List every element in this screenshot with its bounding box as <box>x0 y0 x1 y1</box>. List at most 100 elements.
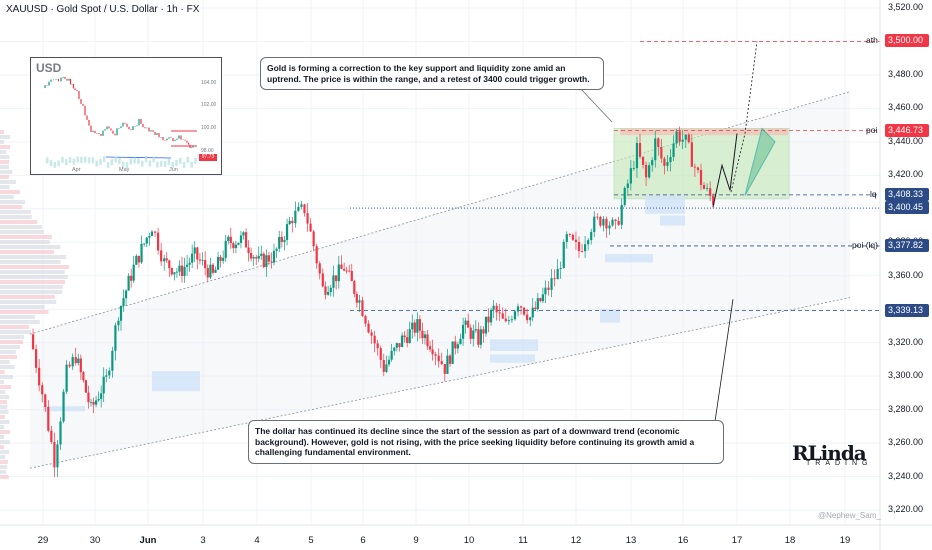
inset-last-value-tag: 97.73 <box>199 154 217 161</box>
inset-candle <box>66 78 68 81</box>
logo-sub-text: TRADING <box>806 460 873 467</box>
chart-title: XAUUSD · Gold Spot / U.S. Dollar · 1h · … <box>6 4 200 15</box>
candle-body <box>175 271 179 273</box>
candle-body <box>56 444 59 468</box>
candle-body <box>143 243 146 245</box>
y-tick-label: 3,260.00 <box>888 437 924 448</box>
candle-body <box>312 231 315 247</box>
candle-body <box>529 317 532 321</box>
candle-body <box>580 251 584 252</box>
candle-body <box>297 206 300 211</box>
x-tick-label: 30 <box>89 535 101 546</box>
candle-body <box>188 262 191 265</box>
inset-candle <box>140 118 142 124</box>
inset-candle <box>138 118 140 126</box>
candle-body <box>250 252 253 259</box>
candle-body <box>657 138 660 148</box>
candle-body <box>654 138 657 161</box>
candle-body <box>690 142 693 167</box>
candle-body <box>353 281 356 294</box>
candle-body <box>255 257 258 259</box>
candle-body <box>709 188 712 196</box>
inset-volume-bar <box>118 158 121 165</box>
candle-body <box>648 165 651 178</box>
candle-body <box>587 240 590 245</box>
candle-body <box>456 344 459 349</box>
liquidity-zone <box>490 354 535 363</box>
inset-volume-bar <box>99 158 102 165</box>
liquidity-zone <box>600 309 620 323</box>
inset-candle <box>146 127 148 129</box>
inset-candle <box>62 76 64 78</box>
liquidity-zone <box>645 195 685 214</box>
candle-body <box>280 236 283 242</box>
inset-candle <box>152 130 154 132</box>
liquidity-zone <box>605 253 653 263</box>
volume-profile-bar <box>0 465 8 469</box>
level-price-tag: 3,400.45 <box>885 201 929 215</box>
candle-body <box>300 204 303 207</box>
inset-title: USD <box>36 61 62 75</box>
inset-volume-bar <box>72 158 76 165</box>
level-price-tag: 3,339.13 <box>885 303 929 317</box>
candle-body <box>227 236 230 242</box>
candle-body <box>584 244 587 252</box>
volume-profile-bar <box>0 365 15 369</box>
brand-logo: RLinda TRADING <box>792 441 884 471</box>
volume-profile-bar <box>0 165 9 169</box>
candle-body <box>635 143 639 169</box>
x-tick-label: Jun <box>139 535 157 546</box>
callout-line <box>712 299 734 436</box>
candle-body <box>170 268 173 275</box>
candle-body <box>590 231 593 241</box>
candle-body <box>160 250 163 262</box>
liquidity-zone <box>490 339 538 352</box>
inset-volume-bar <box>186 156 190 163</box>
inset-volume-bar <box>167 158 171 165</box>
candle-body <box>413 322 416 333</box>
inset-candle <box>134 126 136 127</box>
inset-candle <box>48 81 50 86</box>
inset-candle <box>84 105 86 116</box>
inset-candle <box>187 142 190 145</box>
volume-profile-bar <box>0 425 4 429</box>
volume-profile-bar <box>0 320 40 324</box>
y-tick-label: 3,420.00 <box>888 169 924 180</box>
inset-candle <box>60 77 62 82</box>
volume-profile-bar <box>0 360 10 364</box>
candle-body <box>74 357 77 364</box>
candle-body <box>602 218 605 226</box>
candle-body <box>44 394 47 407</box>
inset-candle <box>154 131 156 135</box>
candle-body <box>605 218 608 229</box>
candle-body <box>544 287 547 295</box>
candle-body <box>242 232 245 236</box>
usd-inset-chart: USD 104.00 102.00 100.00 98.00 97.73 Apr… <box>30 57 222 175</box>
candle-body <box>426 334 429 347</box>
candle-body <box>531 307 534 318</box>
candle-body <box>571 234 574 240</box>
inset-volume-bar <box>160 160 163 167</box>
candle-body <box>272 250 276 263</box>
volume-profile-bar <box>0 230 44 234</box>
volume-profile-bar <box>0 290 63 294</box>
candle-body <box>464 320 467 325</box>
volume-profile-bar <box>0 175 9 179</box>
y-tick-label: 3,440.00 <box>888 135 924 146</box>
inset-volume-bar <box>68 157 72 164</box>
candle-body <box>100 393 103 399</box>
y-tick-label: 3,300.00 <box>888 370 924 381</box>
inset-candle <box>76 90 78 92</box>
candle-body <box>53 442 56 468</box>
candle-body <box>262 253 265 268</box>
inset-volume-bar <box>53 161 57 168</box>
inset-x-tick: Jun <box>169 167 178 173</box>
volume-profile-bar <box>0 235 52 239</box>
inset-volume-bar <box>49 159 53 166</box>
volume-profile-bar <box>0 315 35 319</box>
volume-profile-bar <box>0 420 10 424</box>
candle-body <box>321 273 324 287</box>
candle-body <box>559 267 562 269</box>
volume-profile-bar <box>0 385 12 389</box>
candle-body <box>332 275 335 288</box>
